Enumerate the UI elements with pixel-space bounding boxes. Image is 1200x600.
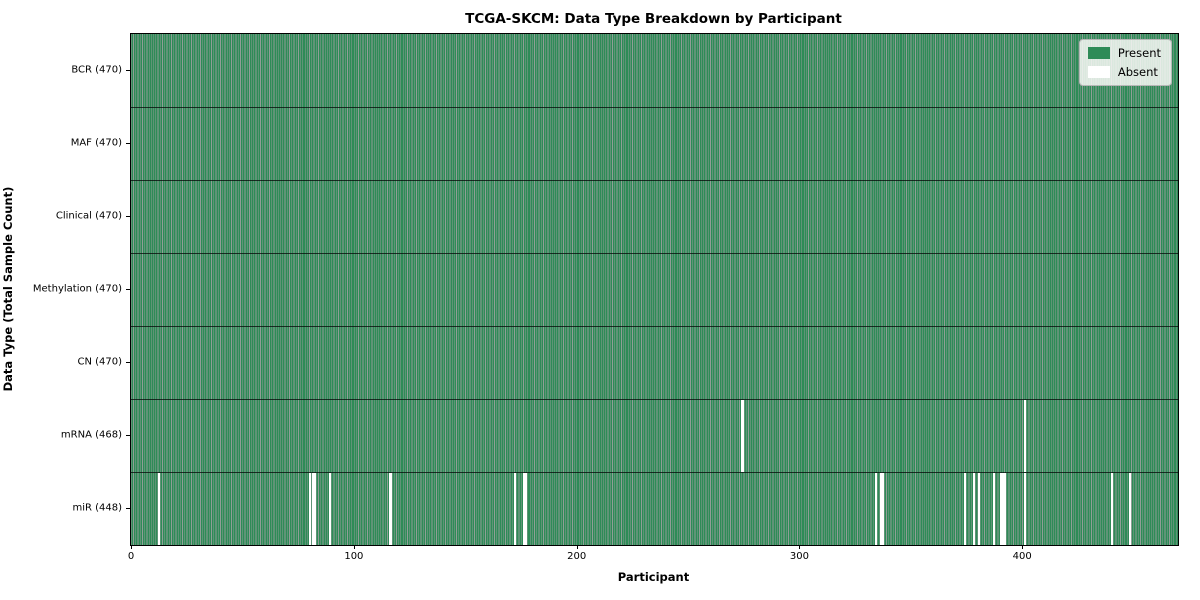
absent-mark-miR-177: [525, 473, 528, 545]
xtick-mark: [1022, 545, 1024, 549]
row-divider: [131, 107, 1178, 108]
ytick-mark: [126, 69, 130, 71]
ytick-mark: [126, 361, 130, 363]
legend-label: Absent: [1117, 65, 1158, 79]
absent-mark-miR-440: [1111, 473, 1114, 545]
legend-item-present: Present: [1087, 46, 1161, 60]
ytick-label-MAF: MAF (470): [70, 137, 122, 148]
row-divider: [131, 253, 1178, 254]
absent-mark-miR-448: [1129, 473, 1132, 545]
heatmap-plot-area: Present Absent: [130, 33, 1179, 546]
ytick-label-miR: miR (448): [72, 502, 122, 513]
absent-swatch-icon: [1087, 66, 1110, 78]
xtick-mark: [576, 545, 578, 549]
ytick-label-Methylation: Methylation (470): [32, 283, 122, 294]
row-divider: [131, 180, 1178, 181]
xtick-mark: [131, 545, 133, 549]
present-swatch-icon: [1087, 47, 1110, 59]
ytick-mark: [126, 215, 130, 217]
xtick-label-200: 200: [567, 551, 587, 562]
absent-mark-miR-89: [329, 473, 332, 545]
absent-mark-miR-80: [309, 473, 312, 545]
row-divider: [131, 472, 1178, 473]
absent-mark-mRNA-401: [1024, 400, 1027, 472]
legend-label: Present: [1117, 46, 1161, 60]
absent-mark-miR-116: [389, 473, 392, 545]
absent-mark-miR-387: [993, 473, 996, 545]
absent-mark-miR-391: [1002, 473, 1005, 545]
ytick-label-mRNA: mRNA (468): [60, 429, 122, 440]
legend: Present Absent: [1078, 39, 1172, 86]
ytick-mark: [126, 507, 130, 509]
xtick-label-400: 400: [1012, 551, 1032, 562]
ytick-mark: [126, 434, 130, 436]
absent-mark-miR-334: [875, 473, 878, 545]
ytick-mark: [126, 142, 130, 144]
xtick-label-0: 0: [127, 551, 135, 562]
absent-mark-miR-172: [514, 473, 517, 545]
absent-mark-miR-336: [879, 473, 882, 545]
absent-mark-miR-380: [977, 473, 980, 545]
y-axis-label: Data Type (Total Sample Count): [1, 186, 15, 392]
absent-mark-miR-401: [1024, 473, 1027, 545]
xtick-mark: [799, 545, 801, 549]
xtick-mark: [353, 545, 355, 549]
ytick-label-CN: CN (470): [77, 356, 122, 367]
absent-mark-miR-378: [973, 473, 976, 545]
x-axis-label: Participant: [617, 570, 690, 584]
absent-mark-miR-392: [1004, 473, 1007, 545]
absent-mark-miR-390: [999, 473, 1002, 545]
absent-mark-miR-81: [311, 473, 314, 545]
row-divider: [131, 399, 1178, 400]
xtick-label-300: 300: [789, 551, 809, 562]
chart-title: TCGA-SKCM: Data Type Breakdown by Partic…: [465, 11, 842, 27]
absent-mark-miR-176: [523, 473, 526, 545]
ytick-label-Clinical: Clinical (470): [55, 210, 122, 221]
absent-mark-miR-12: [157, 473, 160, 545]
ytick-mark: [126, 288, 130, 290]
absent-mark-mRNA-274: [741, 400, 744, 472]
ytick-label-BCR: BCR (470): [71, 64, 122, 75]
legend-item-absent: Absent: [1087, 65, 1161, 79]
row-divider: [131, 326, 1178, 327]
absent-mark-miR-82: [313, 473, 316, 545]
absent-mark-miR-374: [964, 473, 967, 545]
xtick-label-100: 100: [344, 551, 364, 562]
absent-mark-miR-337: [881, 473, 884, 545]
